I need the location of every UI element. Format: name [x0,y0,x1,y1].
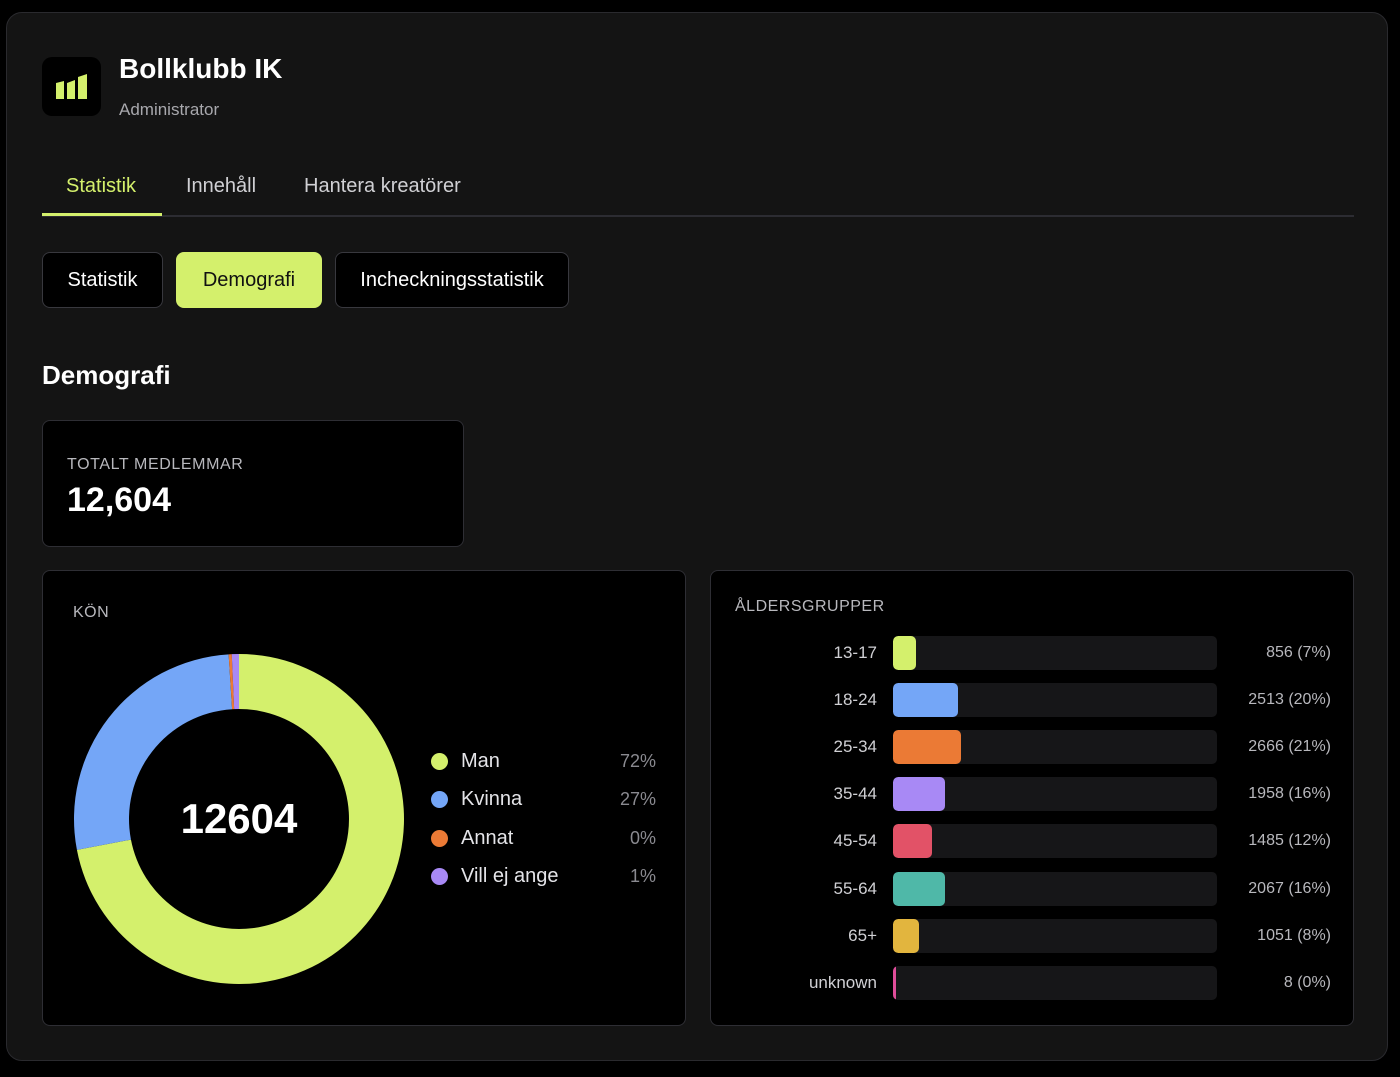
legend-percent: 27% [619,789,656,809]
donut-slice-kvinna [73,654,233,850]
legend-percent: 1% [629,866,656,886]
age-bar [893,871,945,906]
app-logo [42,57,101,116]
gender-donut-chart [73,654,405,984]
age-group-name: 45-54 [833,831,877,851]
age-group-count: 2513 (20%) [1248,691,1331,709]
age-bar-track [893,871,1217,906]
age-group-count: 1958 (16%) [1248,785,1331,803]
age-group-count: 1485 (12%) [1248,832,1331,850]
age-group-name: 18-24 [833,690,877,710]
age-bar-track [893,730,1217,765]
age-bar [893,965,896,1000]
donut-center-value: 12604 [180,795,298,842]
age-group-count: 856 (7%) [1266,644,1331,661]
legend-percent: 72% [619,750,656,771]
age-group-count: 1051 (8%) [1257,926,1331,944]
age-group-row: 55-64 2067 (16%) [711,871,1355,906]
legend-dot [431,829,448,847]
subtab-demografi[interactable]: Demografi [176,252,322,308]
age-bar-track [893,636,1217,670]
total-members-value: 12,604 [67,481,171,519]
legend-dot [431,868,448,885]
age-groups-card: ÅLDERSGRUPPER 13-17 856 (7%) 18-24 2513 (20… [710,570,1354,1026]
age-group-row: 18-24 2513 (20%) [711,683,1355,718]
legend-name: Annat [461,826,514,849]
legend-item: Man 72% [431,746,656,776]
age-group-count: 2067 (16%) [1248,879,1331,897]
age-group-row: 25-34 2666 (21%) [711,730,1355,765]
age-group-row: 35-44 1958 (16%) [711,777,1355,812]
age-group-name: 65+ [848,925,877,945]
age-bar [893,730,961,765]
app-title: Bollklubb IK [119,53,283,84]
tab-statistik[interactable]: Statistik [66,175,137,197]
subtab-statistik[interactable]: Statistik [42,252,163,308]
legend-dot [431,752,448,770]
legend-item: Kvinna 27% [431,785,656,815]
age-bar [893,683,958,718]
age-bar [893,636,916,670]
legend-percent: 0% [629,827,656,848]
age-group-name: 13-17 [833,643,877,662]
age-group-row: 13-17 856 (7%) [711,636,1355,670]
main-tabs: Statistik Innehåll Hantera kreatörer [42,163,1354,217]
user-role: Administrator [119,100,220,119]
total-members-label: TOTALT MEDLEMMAR [67,456,244,473]
total-members-card: TOTALT MEDLEMMAR 12,604 [42,420,464,547]
age-group-row: unknown 8 (0%) [711,965,1355,1000]
gender-card: KÖN 12604 Man 72% Kvinna 27% Annat 0% Vill ej … [42,570,686,1026]
gender-label: KÖN [73,604,110,621]
age-bar-track [893,683,1217,718]
age-bar [893,824,932,859]
section-title: Demografi [42,360,171,390]
age-group-name: 35-44 [833,784,877,804]
age-bar-track [893,965,1217,1000]
age-group-count: 8 (0%) [1283,973,1331,991]
app-window: Bollklubb IK Administrator Statistik Inn… [6,12,1388,1061]
age-groups-label: ÅLDERSGRUPPER [735,598,885,615]
tab-innehall[interactable]: Innehåll [186,175,257,197]
age-bar-track [893,824,1217,859]
legend-dot [431,791,448,808]
legend-name: Vill ej ange [461,865,559,887]
tab-hantera-kreatorer[interactable]: Hantera kreatörer [304,175,461,197]
age-group-name: 25-34 [833,737,877,757]
bar-chart-icon [55,73,87,99]
age-group-row: 45-54 1485 (12%) [711,824,1355,859]
legend-name: Kvinna [461,788,523,810]
donut-slice-annat [228,654,235,710]
age-group-name: 55-64 [833,878,877,898]
age-bar-track [893,777,1217,812]
age-bar [893,918,919,953]
subtab-incheckningsstatistik[interactable]: Incheckningsstatistik [335,252,569,308]
age-group-name: unknown [808,972,877,992]
age-group-row: 65+ 1051 (8%) [711,918,1355,953]
donut-slice-vill-ej-ange [231,654,239,710]
age-bar [893,777,945,812]
legend-item: Vill ej ange 1% [431,862,656,892]
age-bar-track [893,918,1217,953]
age-group-count: 2666 (21%) [1248,738,1331,756]
legend-name: Man [461,749,500,772]
active-tab-indicator [42,213,162,216]
donut-slice-man [76,654,405,984]
legend-item: Annat 0% [431,823,656,853]
